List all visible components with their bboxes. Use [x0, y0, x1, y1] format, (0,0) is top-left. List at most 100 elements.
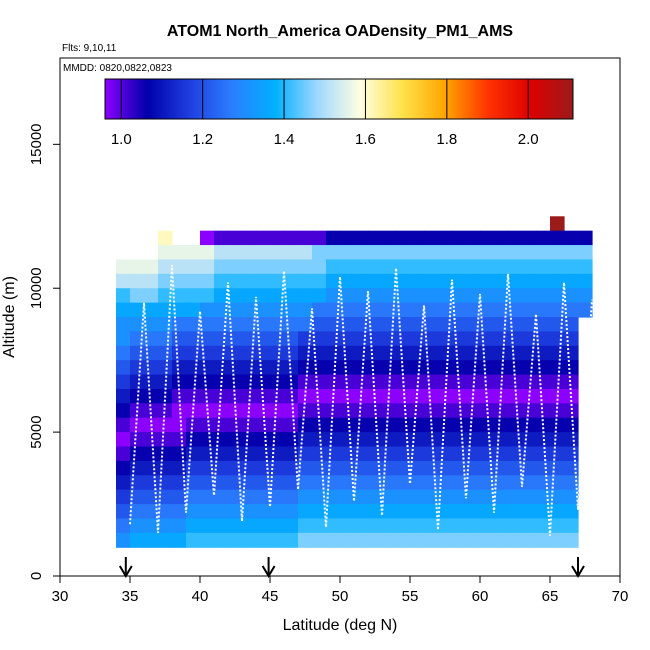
heatmap-cell — [172, 475, 187, 491]
heatmap-cell — [578, 288, 593, 304]
heatmap-cell — [578, 273, 593, 289]
heatmap-cell — [228, 302, 243, 318]
heatmap-cell — [410, 489, 425, 505]
heatmap-cell — [564, 331, 579, 347]
heatmap-cell — [298, 345, 313, 361]
heatmap-cell — [508, 245, 523, 261]
heatmap-cell — [522, 417, 537, 433]
heatmap-cell — [270, 317, 285, 332]
heatmap-cell — [452, 331, 467, 347]
plot-area — [59, 57, 621, 578]
heatmap-cell — [536, 532, 551, 548]
heatmap-cell — [382, 403, 397, 419]
heatmap-cell — [172, 273, 187, 289]
heatmap-cell — [312, 460, 327, 476]
x-tick-label: 50 — [332, 588, 349, 605]
heatmap-cell — [494, 259, 509, 275]
heatmap-cell — [564, 489, 579, 505]
heatmap-cell — [452, 504, 467, 520]
heatmap-cell — [536, 360, 551, 376]
heatmap-cell — [116, 317, 131, 332]
heatmap-cell — [312, 504, 327, 520]
heatmap-cell — [396, 360, 411, 376]
heatmap-cell — [270, 504, 285, 520]
heatmap-cell — [368, 417, 383, 433]
heatmap-cell — [172, 518, 187, 534]
heatmap-cell — [410, 518, 425, 534]
heatmap-cell — [522, 460, 537, 476]
heatmap-cell — [172, 489, 187, 505]
heatmap-cell — [550, 288, 565, 304]
heatmap-cell — [578, 230, 593, 246]
heatmap-cell — [298, 532, 313, 548]
heatmap-cell — [494, 245, 509, 261]
heatmap-cell — [130, 288, 145, 304]
y-axis: 0 5000 10000 15000 — [28, 123, 60, 580]
heatmap-cell — [186, 273, 201, 289]
heatmap-cell — [326, 417, 341, 433]
heatmap-cell — [326, 432, 341, 448]
heatmap-cell — [158, 489, 173, 505]
heatmap-cell — [312, 288, 327, 304]
x-tick-label: 30 — [52, 588, 69, 605]
heatmap-cell — [382, 331, 397, 347]
heatmap-cell — [494, 403, 509, 419]
heatmap-cell — [116, 388, 131, 404]
heatmap-cell — [270, 403, 285, 419]
heatmap-cell — [116, 532, 131, 548]
heatmap-cell — [354, 360, 369, 376]
heatmap-cell — [340, 504, 355, 520]
heatmap-cell — [228, 331, 243, 347]
heatmap-cell — [284, 504, 299, 520]
heatmap-cell — [116, 518, 131, 534]
heatmap-cell — [424, 460, 439, 476]
heatmap-cell — [564, 417, 579, 433]
heatmap-cell — [396, 388, 411, 404]
heatmap-cell — [186, 489, 201, 505]
heatmap-cell — [354, 432, 369, 448]
heatmap-cell — [522, 532, 537, 548]
heatmap-cell — [410, 532, 425, 548]
heatmap-cell — [340, 288, 355, 304]
chart-title: ATOM1 North_America OADensity_PM1_AMS — [167, 23, 513, 40]
heatmap-cell — [396, 518, 411, 534]
heatmap-cell — [228, 532, 243, 548]
heatmap-cell — [214, 403, 229, 419]
heatmap-cell — [410, 360, 425, 376]
heatmap-cell — [368, 489, 383, 505]
heatmap-cell — [396, 245, 411, 261]
heatmap-cell — [536, 417, 551, 433]
heatmap-cell — [550, 518, 565, 534]
heatmap-cell — [424, 403, 439, 419]
heatmap-cell — [396, 489, 411, 505]
heatmap-cell — [200, 230, 215, 246]
heatmap-cell — [424, 518, 439, 534]
heatmap-cell — [242, 475, 257, 491]
heatmap-cell — [186, 504, 201, 520]
heatmap-cell — [172, 417, 187, 433]
heatmap-cell — [522, 360, 537, 376]
x-tick-label: 55 — [402, 588, 419, 605]
heatmap-cell — [284, 475, 299, 491]
heatmap-cell — [298, 432, 313, 448]
heatmap-cell — [382, 417, 397, 433]
heatmap-cell — [522, 518, 537, 534]
heatmap-cell — [144, 532, 159, 548]
heatmap-cell — [228, 245, 243, 261]
heatmap-cell — [298, 273, 313, 289]
heatmap-cell — [298, 245, 313, 261]
heatmap-cell — [312, 230, 327, 246]
heatmap-cell — [158, 331, 173, 347]
heatmap-cell — [410, 403, 425, 419]
heatmap-cell — [158, 504, 173, 520]
heatmap-cell — [410, 230, 425, 246]
heatmap-cell — [480, 345, 495, 361]
heatmap-cell — [424, 374, 439, 390]
heatmap-cell — [186, 317, 201, 332]
heatmap-cell — [242, 245, 257, 261]
heatmap-cell — [564, 518, 579, 534]
heatmap-cell — [116, 475, 131, 491]
heatmap-cell — [256, 504, 271, 520]
heatmap-cell — [382, 489, 397, 505]
heatmap-cell — [116, 345, 131, 361]
